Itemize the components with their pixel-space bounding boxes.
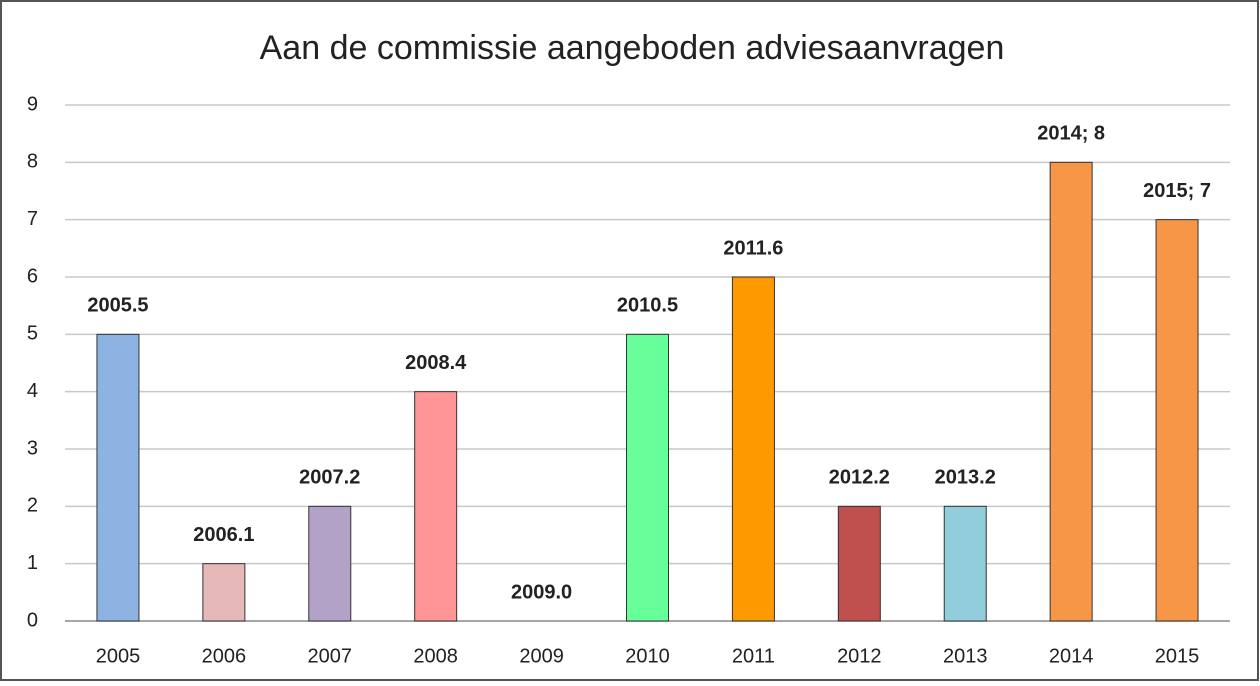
value-label: 2006.1: [193, 524, 254, 546]
y-tick-label: 8: [27, 151, 38, 173]
bar: [414, 391, 458, 622]
y-tick-label: 9: [27, 93, 38, 115]
value-label: 2010.5: [617, 295, 678, 317]
x-tick-label: 2015: [1155, 645, 1200, 667]
bar: [943, 505, 987, 622]
bar: [96, 333, 140, 622]
x-tick-label: 2009: [519, 645, 564, 667]
x-tick-label: 2006: [202, 645, 247, 667]
y-tick-label: 1: [27, 552, 38, 574]
x-tick-label: 2007: [308, 645, 353, 667]
bar: [837, 505, 881, 622]
chart-title: Aan de commissie aangeboden adviesaanvra…: [260, 29, 1005, 67]
x-tick-label: 2013: [943, 645, 988, 667]
x-tick-label: 2005: [96, 645, 141, 667]
y-tick-label: 3: [27, 437, 38, 459]
value-label: 2011.6: [723, 237, 783, 259]
y-tick-label: 6: [27, 265, 38, 287]
bar: [731, 276, 775, 622]
value-label: 2008.4: [405, 352, 467, 374]
x-tick-label: 2011: [732, 645, 775, 667]
x-tick-label: 2014: [1049, 645, 1094, 667]
value-label: 2013.2: [935, 467, 996, 489]
bar: [202, 563, 246, 622]
value-label: 2005.5: [87, 295, 148, 317]
x-tick-label: 2010: [625, 645, 670, 667]
bar: [1049, 161, 1093, 622]
y-tick-label: 5: [27, 323, 38, 345]
y-tick-label: 2: [27, 495, 38, 517]
value-label: 2007.2: [299, 467, 360, 489]
value-label: 2012.2: [829, 467, 890, 489]
y-tick-label: 0: [27, 609, 38, 631]
value-label: 2015; 7: [1143, 180, 1211, 202]
bar: [626, 333, 669, 622]
value-label: 2014; 8: [1037, 123, 1105, 145]
y-tick-label: 7: [27, 208, 38, 230]
x-tick-label: 2012: [837, 645, 882, 667]
y-tick-label: 4: [27, 380, 38, 402]
bar: [1155, 219, 1199, 622]
bar: [308, 505, 352, 622]
value-label: 2009.0: [511, 581, 572, 603]
x-tick-label: 2008: [413, 645, 458, 667]
